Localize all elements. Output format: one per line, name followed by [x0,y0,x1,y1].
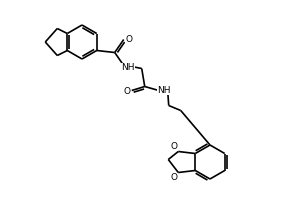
Text: O: O [125,35,132,44]
Text: O: O [123,87,130,96]
Text: O: O [171,142,178,151]
Text: NH: NH [157,86,170,95]
Text: O: O [171,173,178,182]
Text: NH: NH [121,63,134,72]
